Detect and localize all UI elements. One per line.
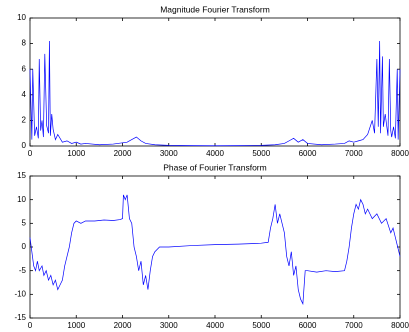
x-tick-label: 6000 xyxy=(299,321,317,330)
chart-title: Magnitude Fourier Transform xyxy=(160,4,270,14)
x-tick-label: 0 xyxy=(28,321,33,330)
x-tick-label: 8000 xyxy=(391,321,409,330)
x-tick-label: 2000 xyxy=(114,321,132,330)
x-tick-label: 7000 xyxy=(345,321,363,330)
x-tick-label: 3000 xyxy=(160,321,178,330)
x-tick-label: 4000 xyxy=(206,321,224,330)
y-tick-label: 5 xyxy=(22,218,27,227)
y-tick-label: 8 xyxy=(22,39,27,48)
x-tick-label: 6000 xyxy=(299,149,317,158)
y-tick-label: 15 xyxy=(17,171,26,180)
x-tick-label: 5000 xyxy=(252,321,270,330)
y-tick-label: 10 xyxy=(17,195,26,204)
x-tick-label: 3000 xyxy=(160,149,178,158)
x-tick-label: 1000 xyxy=(67,149,85,158)
y-tick-label: -5 xyxy=(19,266,27,275)
y-tick-label: 4 xyxy=(22,90,27,99)
x-tick-label: 8000 xyxy=(391,149,409,158)
x-tick-label: 2000 xyxy=(114,149,132,158)
axes-box xyxy=(29,17,401,147)
y-tick-label: -15 xyxy=(14,313,26,322)
x-tick-label: 1000 xyxy=(67,321,85,330)
y-tick-label: 10 xyxy=(17,13,26,22)
y-tick-label: -10 xyxy=(14,289,26,298)
x-tick-label: 0 xyxy=(28,149,33,158)
y-tick-label: 0 xyxy=(22,242,27,251)
x-tick-label: 4000 xyxy=(206,149,224,158)
axes-box xyxy=(29,175,401,319)
chart-title: Phase of Fourier Transform xyxy=(163,162,266,172)
data-line xyxy=(29,194,401,306)
y-tick-label: 6 xyxy=(22,64,27,73)
data-line xyxy=(29,41,401,147)
x-tick-label: 5000 xyxy=(252,149,270,158)
x-tick-label: 7000 xyxy=(345,149,363,158)
y-tick-label: 0 xyxy=(22,141,27,150)
y-tick-label: 2 xyxy=(22,116,27,125)
